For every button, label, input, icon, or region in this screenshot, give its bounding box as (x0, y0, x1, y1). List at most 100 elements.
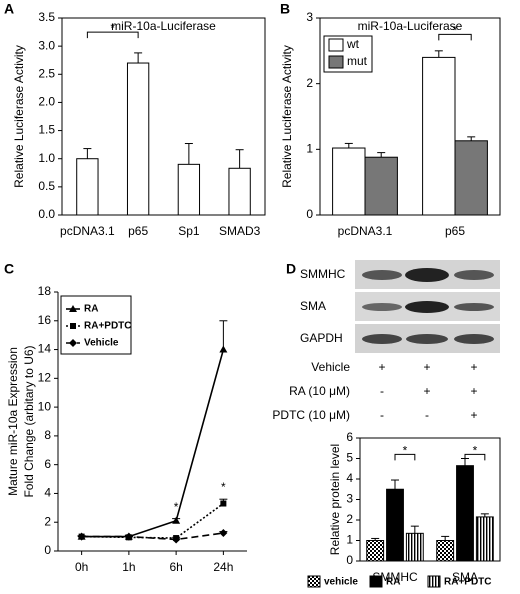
y-tick-label: 0.5 (38, 179, 55, 193)
x-tick-label: pcDNA3.1 (60, 224, 115, 238)
point (172, 535, 181, 544)
point (219, 529, 228, 538)
panel-label: A (4, 1, 14, 17)
charts: 0.0 0.5 1.0 1.5 2.0 2.5 3.0 3.5 Relative Lucifer… (6, 10, 501, 588)
y-tick-label: 4 (346, 471, 353, 485)
y-axis-label: Mature miR-10a Expression (6, 347, 20, 496)
annotation: * (453, 24, 458, 38)
legend-label: mut (347, 54, 368, 68)
line (81, 532, 224, 541)
y-tick-label: 0 (346, 553, 353, 567)
treatment-sign: + (423, 384, 430, 398)
error-bar (480, 513, 489, 517)
legend-label: RA+PDTC (444, 577, 492, 588)
legend-swatch (369, 575, 383, 588)
panel-label: C (4, 261, 14, 277)
error-bar (184, 143, 193, 165)
y-tick-label: 2.0 (38, 95, 55, 109)
treatment-sign: + (470, 384, 477, 398)
chart-title: miR-10a-Luciferase (111, 19, 216, 33)
annotation: * (473, 444, 478, 458)
legend-label: RA (84, 304, 98, 315)
y-tick-label: 1 (306, 142, 313, 156)
y-tick-label: 2 (346, 512, 353, 526)
line (81, 502, 224, 539)
point (172, 516, 181, 524)
error-bar (371, 537, 380, 541)
treatment-sign: + (470, 360, 477, 374)
bar (454, 140, 488, 216)
y-axis-label: Fold Change (arbitary to U6) (22, 345, 36, 497)
legend-swatch (328, 38, 344, 52)
bar (456, 465, 474, 562)
y-tick-label: 2 (44, 514, 51, 528)
error-bar (83, 148, 92, 159)
legend-marker (70, 323, 76, 329)
band-label: GAPDH (300, 331, 343, 345)
bar (475, 516, 494, 562)
x-tick-label: SMMHC (372, 570, 418, 584)
treatment-sign: - (380, 408, 384, 422)
bar (436, 540, 455, 562)
y-axis-label: Relative Luciferase Activity (12, 45, 26, 188)
bar (332, 147, 366, 216)
treatment-sign: + (423, 360, 430, 374)
line (81, 349, 225, 538)
error-bar (219, 320, 228, 350)
error-bar (235, 149, 244, 169)
error-bar (377, 152, 386, 158)
chart-title: miR-10a-Luciferase (358, 19, 463, 33)
y-tick-label: 0.0 (38, 207, 55, 221)
legend-swatch (307, 575, 321, 588)
y-tick-label: 3.0 (38, 38, 55, 52)
bar (177, 163, 201, 216)
x-tick-label: SMAD3 (219, 224, 261, 238)
legend-swatch (328, 55, 344, 69)
band-label: SMA (300, 299, 326, 313)
x-tick-label: Sp1 (178, 224, 200, 238)
annotation: * (174, 500, 179, 514)
point (77, 532, 86, 541)
y-tick-label: 3 (306, 10, 313, 24)
significance-bracket (86, 31, 139, 39)
x-tick-label: p65 (445, 224, 465, 238)
legend-swatch (427, 575, 441, 588)
y-tick-label: 18 (38, 284, 52, 298)
legend-marker (69, 305, 77, 312)
bar (126, 62, 150, 216)
y-tick-label: 8 (44, 428, 51, 442)
blot-image (355, 260, 500, 353)
significance-bracket (438, 33, 472, 41)
bar (405, 532, 424, 562)
y-tick-label: 1.0 (38, 151, 55, 165)
annotation: * (403, 444, 408, 458)
error-bar (134, 52, 143, 64)
y-axis-label: Relative Luciferase Activity (280, 45, 294, 188)
y-tick-label: 3.5 (38, 10, 55, 24)
x-tick-label: pcDNA3.1 (338, 224, 393, 238)
x-tick-label: 6h (169, 560, 182, 574)
y-axis-label: Relative protein level (328, 444, 342, 555)
legend-label: RA+PDTC (84, 321, 132, 332)
treatment-label: Vehicle (311, 360, 350, 374)
treatment-sign: + (378, 360, 385, 374)
panel-label: D (286, 261, 296, 277)
plot-frame (319, 17, 501, 216)
treatment-label: RA (10 μM) (289, 384, 350, 398)
x-tick-label: SMA (452, 570, 478, 584)
y-tick-label: 6 (44, 457, 51, 471)
y-tick-label: 5 (346, 451, 353, 465)
treatment-sign: + (470, 408, 477, 422)
plot-frame (61, 17, 266, 216)
bar (366, 540, 385, 562)
y-tick-label: 3 (346, 492, 353, 506)
error-bar (434, 50, 443, 58)
legend: wt mut (323, 35, 373, 73)
x-tick-label: 1h (122, 560, 135, 574)
treatment-sign: - (380, 384, 384, 398)
y-tick-label: 10 (38, 399, 52, 413)
bar (228, 167, 251, 216)
error-bar (391, 479, 399, 490)
legend-label: RA (386, 577, 400, 588)
